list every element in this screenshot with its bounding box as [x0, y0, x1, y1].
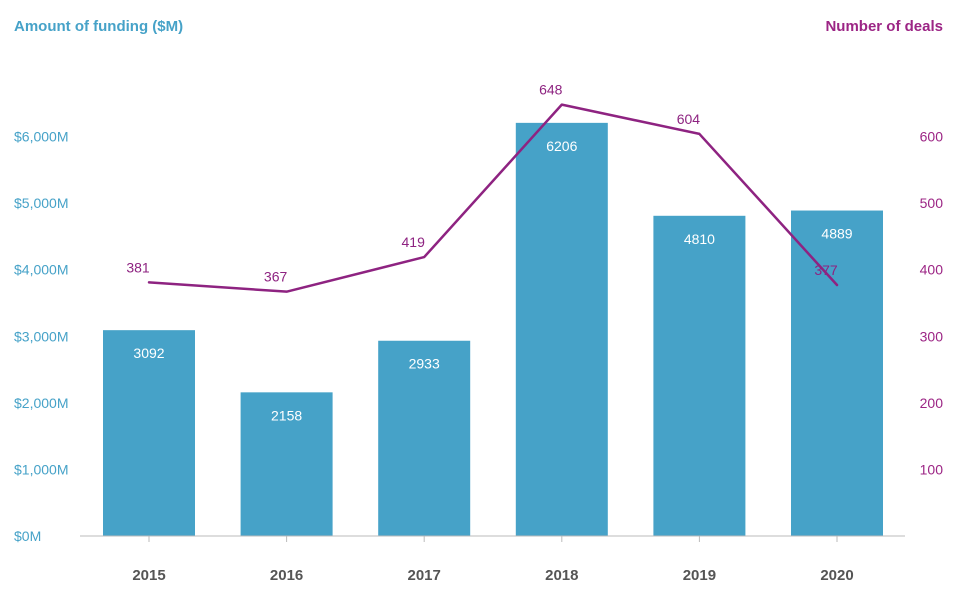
- funding-bar-value-label: 3092: [133, 345, 164, 361]
- x-axis-tick-label: 2018: [545, 567, 578, 584]
- funding-bar: [653, 215, 746, 536]
- right-y-tick-label: 100: [920, 461, 944, 477]
- left-y-tick-label: $5,000M: [14, 195, 68, 211]
- x-axis: 2015 2016 2017 2018 2019 2020: [132, 536, 854, 584]
- right-axis-title: Number of deals: [825, 18, 943, 35]
- funding-bar-value-label: 4810: [684, 231, 715, 247]
- right-y-tick-label: 500: [920, 195, 944, 211]
- right-axis-ticks: 100 200 300 400 500 600: [920, 129, 944, 478]
- funding-bar-value-label: 2158: [271, 407, 302, 423]
- deals-line-value-label: 377: [814, 262, 838, 278]
- deals-line-labels: 381 367 419 648 604 377: [126, 82, 838, 285]
- deals-line: [147, 103, 839, 293]
- x-axis-tick-label: 2019: [683, 567, 716, 584]
- funding-bar: [791, 210, 883, 536]
- left-y-tick-label: $0M: [14, 528, 41, 544]
- funding-bar: [515, 122, 608, 536]
- deals-line-value-label: 381: [126, 259, 150, 275]
- funding-bar-value-label: 4889: [821, 226, 852, 242]
- right-y-tick-label: 200: [920, 395, 944, 411]
- left-y-tick-label: $6,000M: [14, 129, 68, 145]
- deals-line-value-label: 367: [264, 269, 288, 285]
- funding-bar-labels: 3092 2158 2933 6206 4810 4889: [133, 138, 852, 423]
- funding-bar: [378, 340, 471, 536]
- funding-bar: [103, 330, 195, 536]
- right-y-tick-label: 300: [920, 328, 944, 344]
- funding-bars: [103, 122, 883, 536]
- x-axis-tick-label: 2016: [270, 567, 303, 584]
- left-axis-title: Amount of funding ($M): [14, 18, 183, 35]
- left-axis-ticks: $0M $1,000M $2,000M $3,000M $4,000M $5,000M $6…: [14, 129, 68, 544]
- left-y-tick-label: $3,000M: [14, 328, 68, 344]
- x-axis-tick-label: 2015: [132, 567, 165, 584]
- left-y-tick-label: $2,000M: [14, 395, 68, 411]
- funding-bar-value-label: 2933: [409, 356, 440, 372]
- deals-line-value-label: 648: [539, 82, 563, 98]
- left-y-tick-label: $4,000M: [14, 262, 68, 278]
- deals-line-value-label: 419: [402, 234, 426, 250]
- deals-line-value-label: 604: [677, 111, 701, 127]
- x-axis-tick-label: 2017: [408, 567, 441, 584]
- right-y-tick-label: 400: [920, 262, 944, 278]
- funding-bar: [240, 392, 333, 536]
- right-y-tick-label: 600: [920, 129, 944, 145]
- funding-bar-value-label: 6206: [546, 138, 577, 154]
- deals-line-layer: [147, 103, 839, 293]
- x-axis-tick-label: 2020: [820, 567, 853, 584]
- left-y-tick-label: $1,000M: [14, 461, 68, 477]
